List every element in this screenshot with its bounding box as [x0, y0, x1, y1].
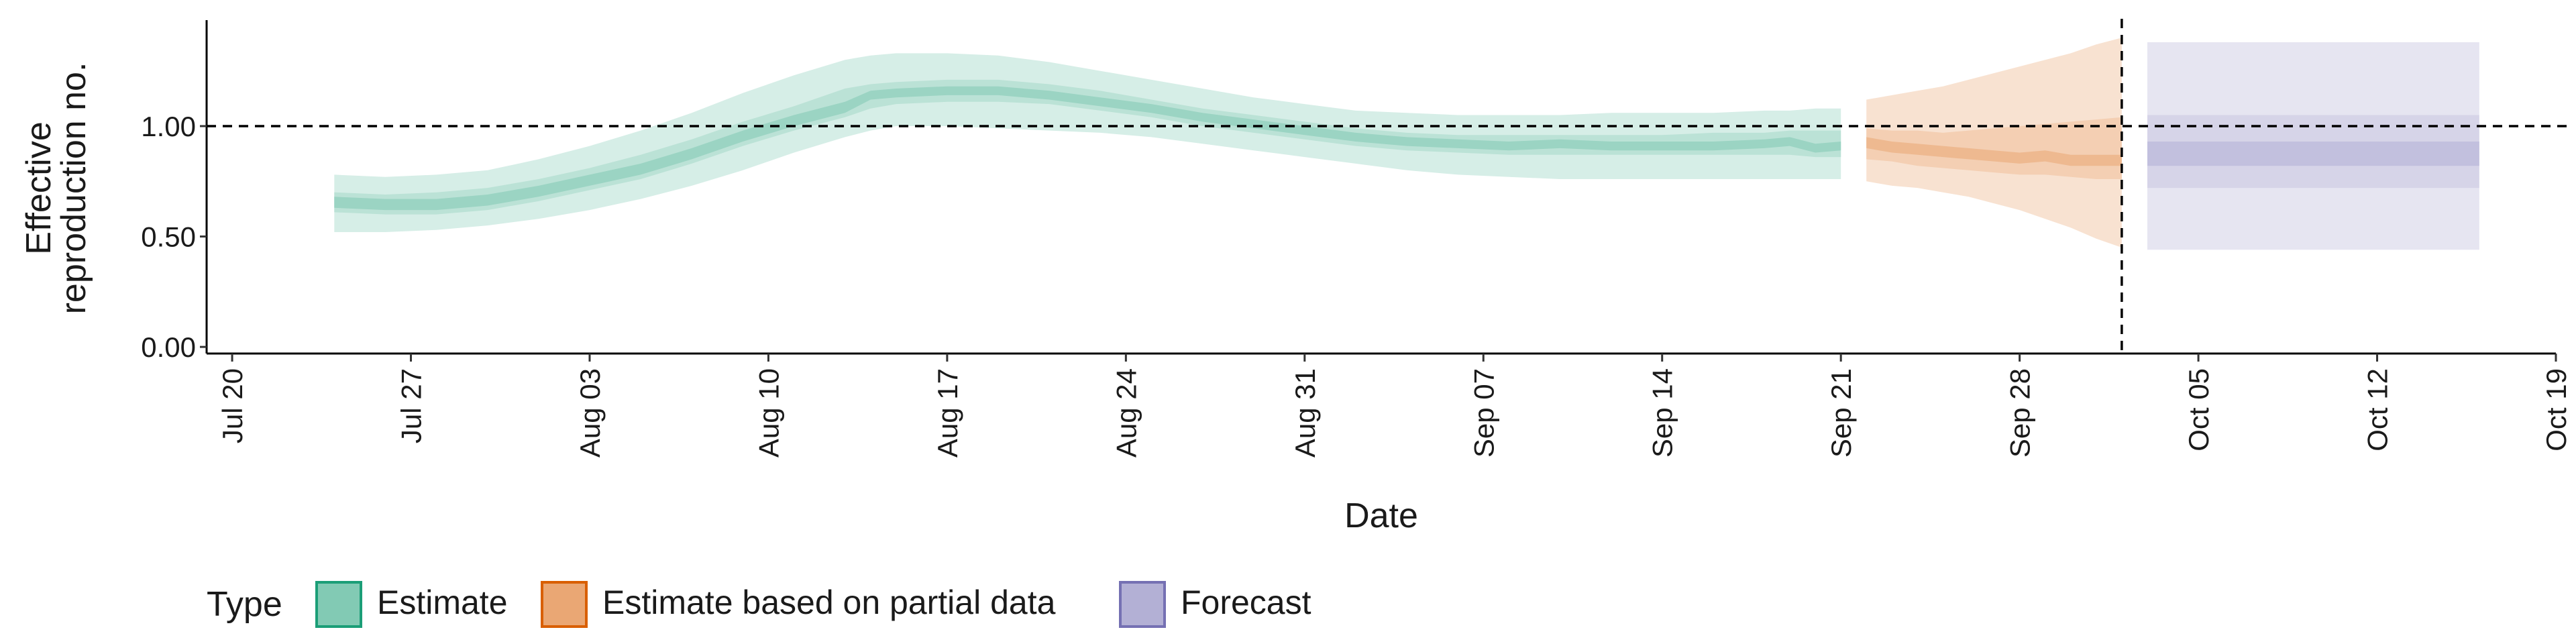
legend-label-0: Estimate [377, 584, 508, 621]
ribbon-20-series-2 [2147, 142, 2479, 166]
x-tick-label: Jul 27 [396, 368, 427, 443]
x-tick-label: Oct 12 [2362, 368, 2394, 451]
y-tick-label: 1.00 [141, 111, 196, 142]
x-tick-label: Oct 19 [2540, 368, 2572, 451]
ribbon-20-series-1 [1866, 137, 2122, 166]
x-tick-label: Sep 07 [1468, 368, 1499, 458]
legend-title: Type [207, 585, 282, 624]
x-tick-label: Oct 05 [2183, 368, 2214, 451]
x-tick-label: Aug 31 [1289, 368, 1321, 458]
x-axis-title: Date [1344, 496, 1418, 535]
series-group-0 [334, 53, 1841, 233]
x-tick-label: Sep 14 [1647, 368, 1678, 458]
x-tick-label: Aug 03 [574, 368, 606, 458]
y-axis-title-line-1: Effective [19, 121, 58, 254]
x-tick-label: Sep 28 [2004, 368, 2036, 458]
legend: Type Estimate Estimate based on partial da… [207, 581, 1311, 628]
legend-label-2: Forecast [1181, 584, 1311, 621]
legend-key-2 [1119, 581, 1166, 628]
x-tick-label: Aug 17 [932, 368, 963, 458]
legend-label-1: Estimate based on partial data [602, 584, 1056, 621]
y-tick-label: 0.00 [141, 331, 196, 363]
y-axis-title-line-2: reproduction no. [54, 62, 93, 315]
series-group-2 [2147, 42, 2479, 250]
x-tick-label: Aug 24 [1110, 368, 1142, 458]
legend-key-0 [315, 581, 362, 628]
ribbon-50-series-1 [1866, 117, 2122, 179]
y-tick-label: 0.50 [141, 221, 196, 253]
x-tick-label: Sep 21 [1825, 368, 1857, 458]
series-group-1 [1866, 38, 2122, 248]
legend-key-1 [541, 581, 588, 628]
x-tick-label: Aug 10 [753, 368, 784, 458]
x-tick-label: Jul 20 [217, 368, 248, 443]
ribbon-20-series-0 [334, 86, 1841, 211]
